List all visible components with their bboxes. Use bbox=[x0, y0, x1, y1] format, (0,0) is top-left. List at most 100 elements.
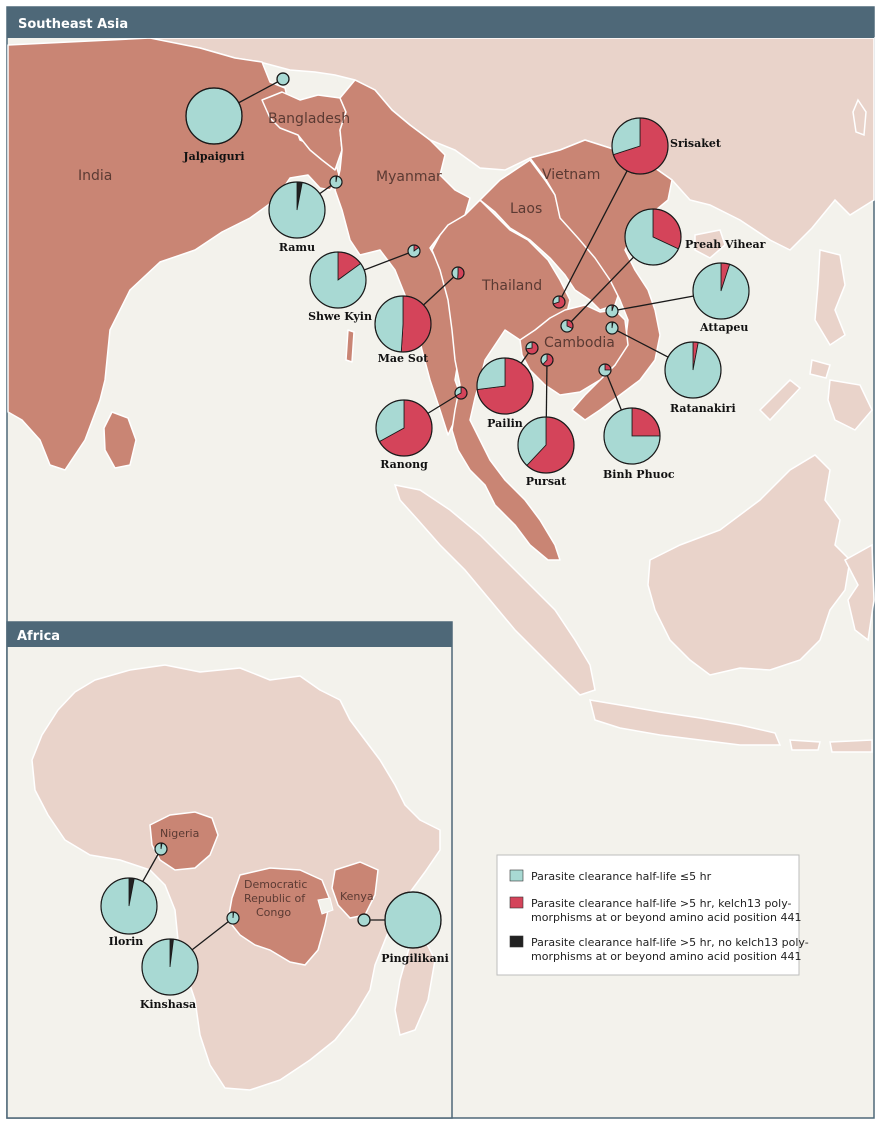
site-ranong-marker-outline bbox=[454, 386, 468, 400]
site-shwe-kyin-marker-outline bbox=[407, 244, 421, 258]
site-mae-sot-pie-outline bbox=[374, 295, 432, 353]
country-label-nigeria: Nigeria bbox=[160, 827, 199, 840]
site-shwe-kyin-label: Shwe Kyin bbox=[308, 310, 372, 323]
country-label-india: India bbox=[78, 168, 112, 184]
country-label-bangladesh: Bangladesh bbox=[268, 111, 350, 127]
country-label-drc-line3: Congo bbox=[256, 906, 291, 919]
site-preah-vihear-marker-outline bbox=[560, 319, 574, 333]
site-attapeu-label: Attapeu bbox=[699, 321, 748, 334]
site-pies-layer: Jalpaiguri Ramu Shwe Kyin Mae Sot Ranong Pail… bbox=[100, 72, 766, 1011]
site-srisaket: Srisaket bbox=[552, 117, 722, 309]
country-label-myanmar: Myanmar bbox=[376, 169, 442, 185]
thailand-shape bbox=[431, 199, 571, 561]
site-jalpaiguri: Jalpaiguri bbox=[182, 72, 290, 163]
lombok-island bbox=[829, 739, 873, 753]
legend-swatch-sensitive bbox=[509, 869, 524, 882]
site-ranong-label: Ranong bbox=[380, 458, 428, 471]
site-pingilikani: Pingilikani bbox=[357, 891, 449, 965]
site-pailin: Pailin bbox=[476, 341, 539, 430]
sea-other-land bbox=[149, 37, 875, 753]
site-attapeu-marker-outline bbox=[605, 304, 619, 318]
site-mae-sot-marker-outline bbox=[451, 266, 465, 280]
site-kinshasa: Kinshasa bbox=[140, 911, 240, 1011]
site-kinshasa-marker-outline bbox=[226, 911, 240, 925]
site-kinshasa-pie-outline bbox=[141, 938, 199, 996]
site-jalpaiguri-marker-outline bbox=[276, 72, 290, 86]
vietnam-shape bbox=[529, 139, 673, 421]
luzon-island bbox=[814, 249, 846, 347]
site-srisaket-pie-outline bbox=[611, 117, 669, 175]
site-ratanakiri-pie-outline bbox=[664, 341, 722, 399]
legend-text-kelch13-line2: morphisms at or beyond amino acid positi… bbox=[531, 911, 802, 924]
country-label-laos: Laos bbox=[510, 201, 542, 217]
site-ilorin-label: Ilorin bbox=[109, 935, 144, 948]
legend-box bbox=[496, 854, 800, 976]
africa-continent bbox=[31, 664, 441, 1091]
site-jalpaiguri-pie-outline bbox=[185, 87, 243, 145]
site-pingilikani-label: Pingilikani bbox=[381, 952, 449, 965]
borneo-island bbox=[647, 454, 851, 676]
site-ramu-label: Ramu bbox=[279, 241, 315, 254]
andaman-islands bbox=[345, 329, 355, 363]
site-srisaket-label: Srisaket bbox=[670, 137, 722, 150]
country-label-vietnam: Vietnam bbox=[542, 167, 600, 183]
legend-text-other-line2: morphisms at or beyond amino acid positi… bbox=[531, 950, 802, 963]
site-preah-vihear-pie-outline bbox=[624, 208, 682, 266]
bali-island bbox=[789, 739, 821, 751]
country-label-thailand: Thailand bbox=[481, 278, 542, 294]
country-label-drc-line1: Democratic bbox=[244, 878, 307, 891]
site-pursat-marker-outline bbox=[540, 353, 554, 367]
site-ranong: Ranong bbox=[375, 386, 468, 471]
site-binh-phuoc-marker-outline bbox=[598, 363, 612, 377]
site-pingilikani-pie-outline bbox=[384, 891, 442, 949]
legend-text-sensitive: Parasite clearance half-life ≤5 hr bbox=[531, 870, 712, 883]
africa-header-bar bbox=[7, 622, 452, 647]
site-ratanakiri: Ratanakiri bbox=[605, 321, 736, 415]
palawan-island bbox=[758, 378, 802, 422]
site-pursat: Pursat bbox=[517, 353, 575, 488]
site-binh-phuoc-pie-outline bbox=[603, 407, 661, 465]
sea-header-bar bbox=[7, 7, 874, 38]
site-ramu: Ramu bbox=[268, 175, 343, 254]
sea-country-labels: India Bangladesh Myanmar Vietnam Laos Th… bbox=[78, 111, 615, 351]
site-ratanakiri-label: Ratanakiri bbox=[670, 402, 736, 415]
legend-text-kelch13-line1: Parasite clearance half-life >5 hr, kelc… bbox=[531, 897, 792, 910]
site-attapeu-pie-outline bbox=[692, 262, 750, 320]
legend: Parasite clearance half-life ≤5 hr Paras… bbox=[496, 854, 809, 976]
site-preah-vihear-label: Preah Vihear bbox=[685, 238, 766, 251]
legend-text-other-line1: Parasite clearance half-life >5 hr, no k… bbox=[531, 936, 809, 949]
site-binh-phuoc: Binh Phuoc bbox=[598, 363, 675, 481]
site-ilorin: Ilorin bbox=[100, 842, 168, 948]
legend-swatch-other bbox=[509, 935, 524, 948]
site-pingilikani-marker-outline bbox=[357, 913, 371, 927]
sea-panel-title: Southeast Asia bbox=[18, 17, 128, 32]
java-island bbox=[588, 699, 782, 746]
site-ilorin-marker-outline bbox=[154, 842, 168, 856]
site-preah-vihear: Preah Vihear bbox=[560, 208, 766, 333]
visayas-island bbox=[809, 359, 831, 379]
site-ratanakiri-marker-outline bbox=[605, 321, 619, 335]
site-attapeu: Attapeu bbox=[605, 262, 750, 334]
sri-lanka-shape bbox=[103, 411, 137, 469]
site-mae-sot: Mae Sot bbox=[374, 266, 465, 365]
sumatra-island bbox=[393, 484, 596, 696]
site-mae-sot-label: Mae Sot bbox=[378, 352, 429, 365]
site-pursat-pie-outline bbox=[517, 416, 575, 474]
taiwan-island bbox=[852, 98, 867, 137]
site-shwe-kyin-pie-outline bbox=[309, 251, 367, 309]
hainan-island bbox=[694, 229, 726, 259]
site-kinshasa-label: Kinshasa bbox=[140, 998, 196, 1011]
country-label-drc-line2: Republic of bbox=[244, 892, 306, 905]
africa-panel: Nigeria Democratic Republic of Congo Ken… bbox=[6, 621, 453, 1119]
mindanao-island bbox=[827, 379, 873, 431]
site-pailin-label: Pailin bbox=[487, 417, 523, 430]
site-ramu-marker-outline bbox=[329, 175, 343, 189]
africa-panel-title: Africa bbox=[17, 629, 60, 644]
site-srisaket-marker-outline bbox=[552, 295, 566, 309]
site-pailin-pie-outline bbox=[476, 357, 534, 415]
site-ranong-pie-outline bbox=[375, 399, 433, 457]
site-ilorin-pie-outline bbox=[100, 877, 158, 935]
lake-victoria bbox=[317, 897, 334, 915]
site-srisaket-leader-line bbox=[558, 145, 641, 303]
